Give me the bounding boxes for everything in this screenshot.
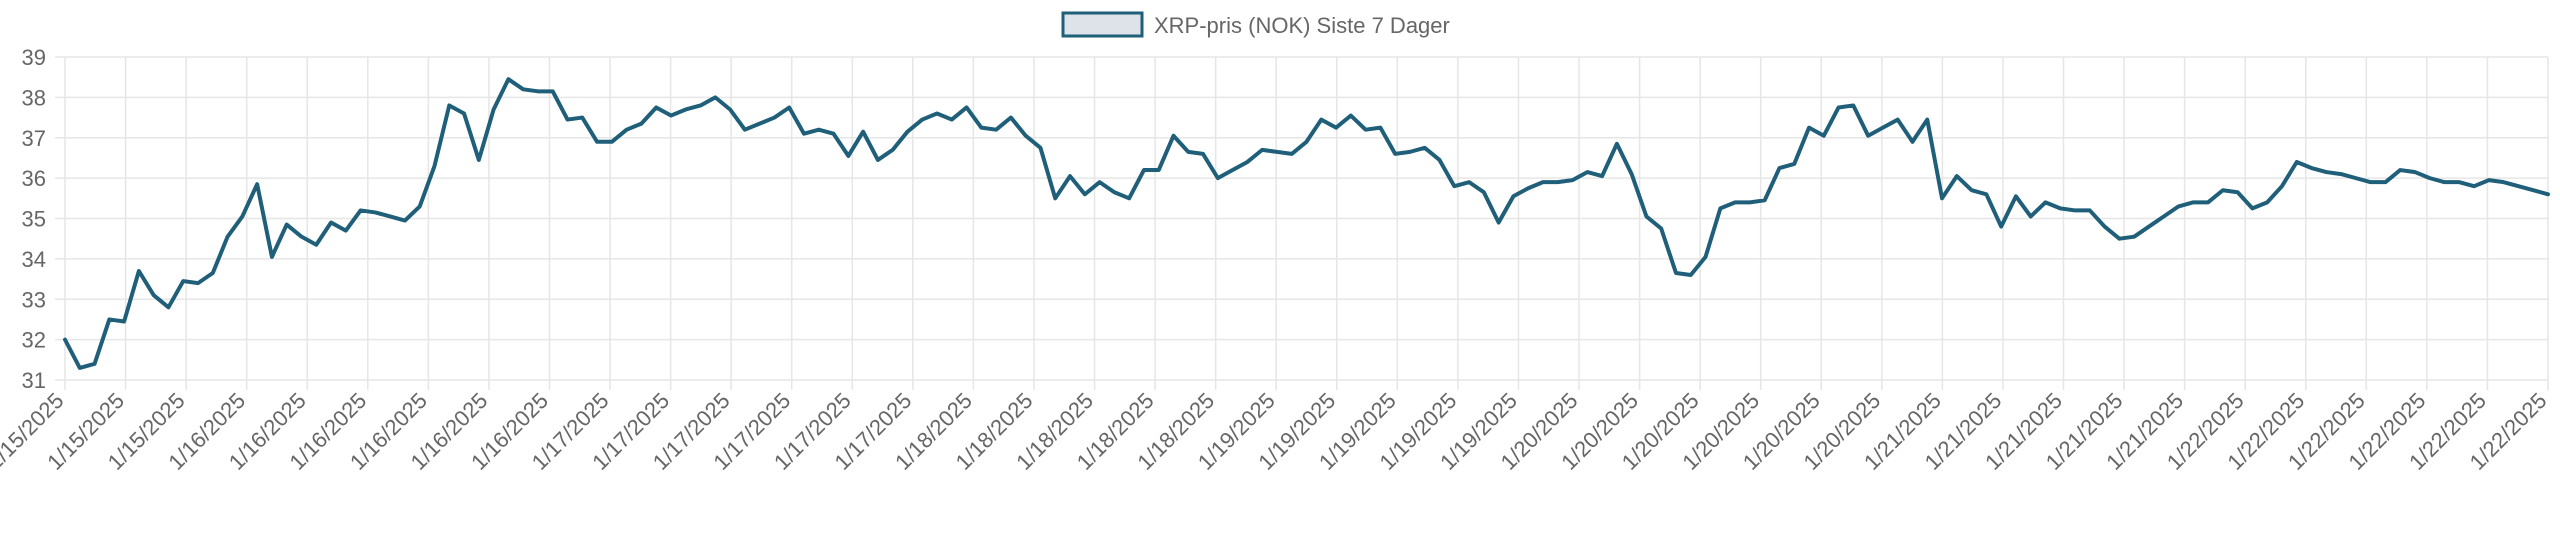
grid bbox=[55, 56, 2549, 390]
y-tick-label: 36 bbox=[22, 166, 46, 191]
x-axis-ticks: 1/15/20251/15/20251/15/20251/16/20251/16… bbox=[0, 388, 2552, 475]
series-line bbox=[63, 77, 2550, 370]
y-tick-label: 32 bbox=[22, 328, 46, 353]
y-tick-label: 34 bbox=[22, 247, 46, 272]
y-tick-label: 31 bbox=[22, 368, 46, 393]
series-layer bbox=[63, 77, 2550, 370]
y-tick-label: 33 bbox=[22, 287, 46, 312]
y-tick-label: 39 bbox=[22, 45, 46, 70]
legend[interactable]: XRP-pris (NOK) Siste 7 Dager bbox=[1061, 11, 1450, 38]
legend-swatch bbox=[1061, 11, 1144, 38]
y-tick-label: 38 bbox=[22, 85, 46, 110]
legend-label: XRP-pris (NOK) Siste 7 Dager bbox=[1154, 13, 1450, 38]
y-tick-label: 35 bbox=[22, 207, 46, 232]
y-axis-ticks: 31 32 33 34 35 36 37 38 39 bbox=[22, 45, 46, 393]
y-tick-label: 37 bbox=[22, 126, 46, 151]
